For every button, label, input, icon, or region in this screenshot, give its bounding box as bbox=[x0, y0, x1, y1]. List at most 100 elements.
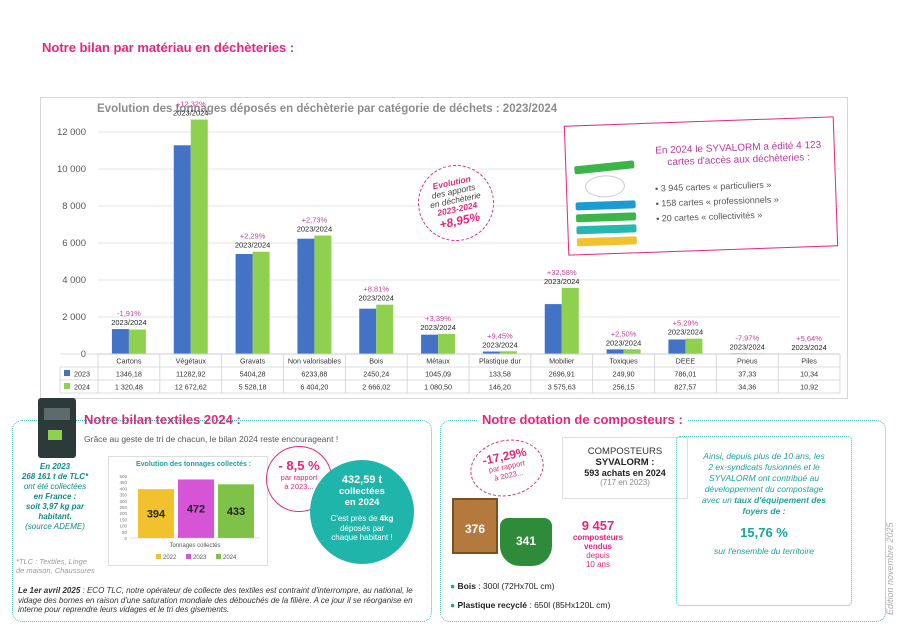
fr-line7: (source ADEME) bbox=[25, 522, 85, 531]
mini-bar bbox=[218, 484, 254, 538]
page-title: Notre bilan par matériau en déchèteries … bbox=[42, 40, 295, 55]
wood-composter-icon: 376 bbox=[452, 498, 498, 554]
table-cell-2024: 2 666,02 bbox=[362, 383, 390, 392]
evolution-label: +2,73% bbox=[302, 216, 328, 225]
y-tick-label: 10 000 bbox=[57, 164, 86, 175]
period-label: 2023/2024 bbox=[173, 109, 208, 118]
mini-bar-label: 394 bbox=[147, 509, 166, 521]
mini-bar bbox=[178, 479, 214, 538]
fr-line1: En 2023 bbox=[39, 462, 71, 471]
bar-2023 bbox=[544, 304, 562, 354]
eq-l1: Ainsi, depuis plus de 10 ans, les bbox=[703, 451, 825, 461]
teal-l1: 432,59 t bbox=[341, 474, 383, 486]
plastic-composter-icon: 341 bbox=[500, 518, 552, 566]
mini-legend-label: 2024 bbox=[223, 555, 237, 561]
table-cell-2023: 1346,18 bbox=[116, 370, 142, 379]
y-tick-label: 0 bbox=[81, 349, 86, 360]
access-cards-box: En 2024 le SYVALORM a édité 4 123 cartes… bbox=[563, 116, 839, 256]
teal-l2: collectées bbox=[339, 486, 385, 497]
mini-x-label: Tonnages collectés bbox=[169, 543, 220, 549]
fr-line4: en France : bbox=[33, 492, 77, 501]
cards-item: ▪ 3 945 cartes « particuliers » bbox=[654, 179, 772, 194]
compost-sold: 9 457 composteurs vendus depuis 10 ans bbox=[558, 518, 638, 569]
chart-title: Evolution des tonnages déposés en déchèt… bbox=[97, 103, 558, 115]
sold-l2: vendus bbox=[583, 542, 612, 551]
mini-bar-label: 433 bbox=[227, 506, 245, 518]
compost-spec-item: ● Plastique recyclé : 650l (85Hx120L cm) bbox=[450, 600, 611, 610]
sold-l4: 10 ans bbox=[585, 560, 611, 569]
period-label: 2023/2024 bbox=[111, 318, 146, 327]
textile-bin-icon bbox=[38, 398, 76, 458]
eq-l4: développement du compostage bbox=[704, 484, 824, 494]
evolution-label: +8,81% bbox=[363, 285, 389, 294]
sold-l3: depuis bbox=[586, 551, 610, 560]
period-label: 2023/2024 bbox=[544, 277, 579, 286]
fr-line2: 268 161 t de TLC* bbox=[21, 472, 89, 481]
edition-label: Edition novembre 2025 bbox=[885, 522, 895, 615]
textiles-pct-value: - 8,5 % bbox=[278, 458, 320, 473]
bar-2024 bbox=[128, 329, 146, 354]
mini-y-tick: 0 bbox=[124, 536, 127, 541]
footnote-line1: *TLC : Textiles, Linge bbox=[16, 557, 88, 566]
compost-box-l1: COMPOSTEURS bbox=[587, 446, 663, 457]
legend-key-2024 bbox=[64, 383, 70, 389]
mini-legend-label: 2022 bbox=[163, 555, 177, 561]
table-cell-2024: 146,20 bbox=[489, 383, 511, 392]
category-label: Plastique dur bbox=[479, 357, 522, 366]
compost-spec-item: ● Bois : 300l (72Hx70L cm) bbox=[450, 581, 555, 591]
bar-2023 bbox=[297, 238, 315, 354]
period-label: 2023/2024 bbox=[420, 323, 455, 332]
y-tick-label: 6 000 bbox=[62, 238, 86, 249]
access-cards-image bbox=[572, 160, 645, 247]
mini-y-tick: 100 bbox=[119, 524, 127, 529]
bar-2023 bbox=[482, 351, 500, 354]
compost-box-l4: (717 en 2023) bbox=[600, 478, 650, 487]
period-label: 2023/2024 bbox=[668, 328, 703, 337]
table-cell-2024: 3 575,63 bbox=[548, 383, 576, 392]
eq-l2: 2 ex-syndicats fusionnés et le bbox=[708, 462, 820, 472]
table-cell-2023: 133,58 bbox=[489, 370, 511, 379]
category-label: DEEE bbox=[676, 357, 696, 366]
bar-2023 bbox=[421, 334, 439, 354]
cards-item: ▪ 20 cartes « collectivités » bbox=[655, 209, 763, 224]
table-cell-2023: 1045,09 bbox=[425, 370, 451, 379]
mini-legend-label: 2023 bbox=[193, 555, 207, 561]
table-cell-2024: 5 528,18 bbox=[239, 383, 267, 392]
mini-y-tick: 250 bbox=[119, 505, 127, 510]
table-cell-2024: 6 404,20 bbox=[300, 383, 328, 392]
eq-pct: 15,76 % bbox=[740, 525, 788, 540]
mini-y-tick: 450 bbox=[119, 480, 127, 485]
textiles-pct-l2: à 2023... bbox=[284, 482, 314, 491]
table-cell-2024: 10,92 bbox=[800, 383, 818, 392]
eq-l3: SYVALORM ont contribué au bbox=[708, 473, 820, 483]
legend-label-2023: 2023 bbox=[74, 370, 90, 379]
teal-l4: C'est près de 4kg bbox=[330, 514, 394, 523]
fr-line3: ont été collectées bbox=[23, 482, 87, 491]
fr-line6: habitant. bbox=[38, 512, 72, 521]
category-label: Non valorisables bbox=[288, 357, 342, 366]
teal-l5: déposés par bbox=[339, 523, 385, 533]
eq-foot: sur l'ensemble du territoire bbox=[714, 546, 814, 556]
textiles-footnote: *TLC : Textiles, Linge de maison, Chauss… bbox=[16, 557, 95, 575]
mini-y-tick: 300 bbox=[119, 499, 127, 504]
bar-2024 bbox=[314, 235, 332, 354]
bar-2023 bbox=[173, 145, 191, 354]
evolution-label: +2,50% bbox=[611, 329, 637, 338]
cards-list: ▪ 3 945 cartes « particuliers » ▪ 158 ca… bbox=[647, 177, 833, 224]
mini-legend-key bbox=[186, 554, 191, 559]
mini-bar-label: 472 bbox=[187, 504, 205, 516]
bar-2024 bbox=[376, 304, 394, 354]
table-cell-2023: 249,90 bbox=[613, 370, 635, 379]
table-cell-2023: 2696,91 bbox=[549, 370, 575, 379]
bar-2023 bbox=[359, 308, 377, 354]
table-cell-2024: 256,15 bbox=[613, 383, 635, 392]
textiles-notice: Le 1er avril 2025 : ECO TLC, notre opéra… bbox=[18, 586, 426, 615]
table-cell-2023: 37,33 bbox=[738, 370, 756, 379]
eq-l5: avec un taux d'équipement des bbox=[702, 495, 826, 505]
bar-2023 bbox=[668, 339, 686, 354]
legend-label-2024: 2024 bbox=[74, 383, 90, 392]
table-cell-2024: 827,57 bbox=[674, 383, 696, 392]
bar-2024 bbox=[252, 251, 270, 354]
table-cell-2024: 1 320,48 bbox=[115, 383, 143, 392]
